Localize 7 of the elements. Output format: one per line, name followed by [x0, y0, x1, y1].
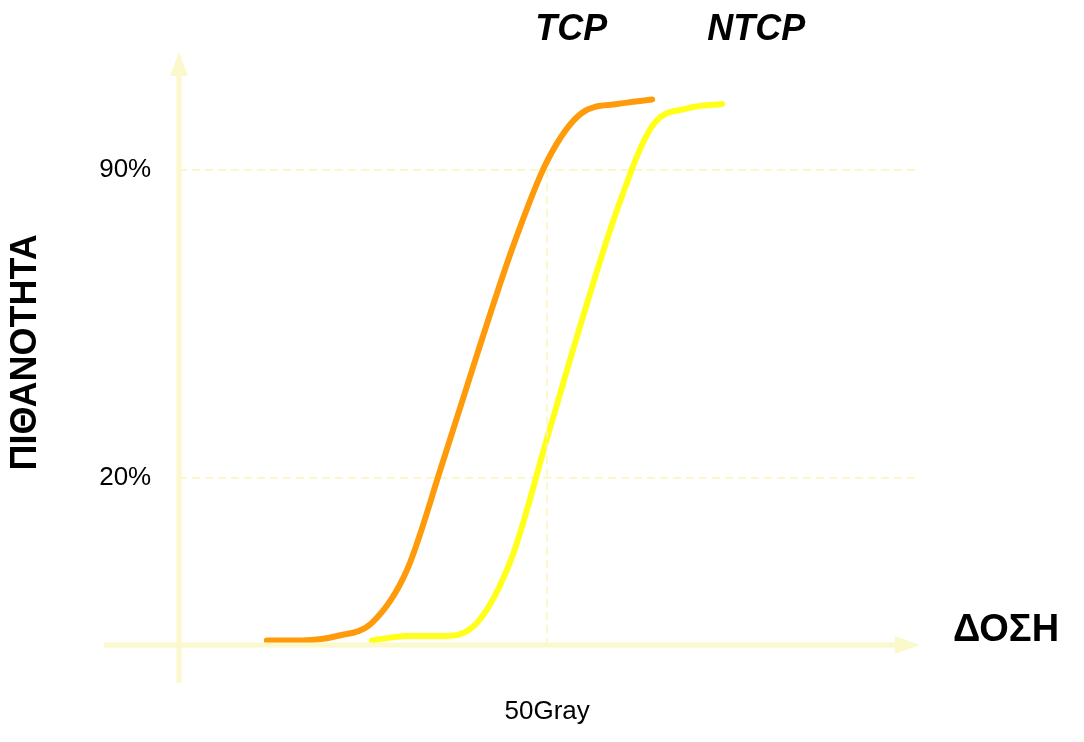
y-axis-title: ΠΙΘΑΝΟΤΗΤΑ: [2, 234, 44, 471]
series-label: NTCP: [707, 6, 807, 48]
y-tick-label: 90%: [99, 153, 152, 184]
series-label: TCP: [535, 6, 609, 48]
text: ΔΟΣΗ: [953, 607, 1060, 650]
text: 50Gray: [504, 694, 590, 725]
y-tick-label: 20%: [99, 460, 152, 491]
